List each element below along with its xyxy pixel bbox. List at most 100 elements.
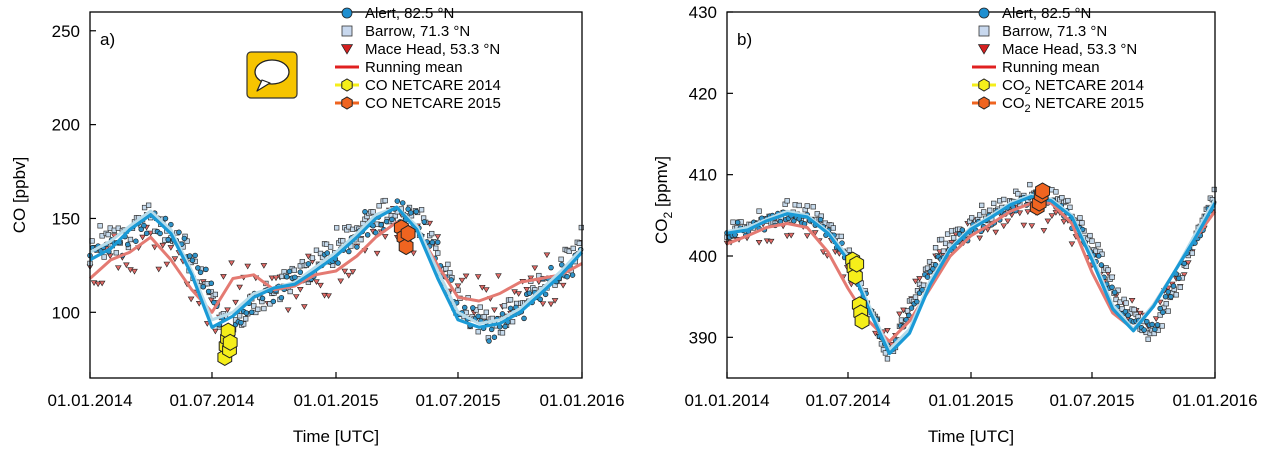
- data-point: [405, 206, 411, 212]
- data-point: [195, 265, 201, 271]
- legend-marker: [341, 7, 353, 19]
- data-point: [1065, 197, 1071, 204]
- data-point: [531, 265, 539, 272]
- data-point: [734, 219, 741, 226]
- data-point: [1176, 275, 1182, 282]
- data-point: [455, 287, 461, 293]
- plot-area: [86, 197, 584, 366]
- data-point: [979, 202, 985, 209]
- data-point: [382, 197, 388, 204]
- data-point: [418, 207, 425, 213]
- data-point: [1113, 296, 1119, 303]
- legend-label: Barrow, 71.3 °N: [1002, 23, 1107, 40]
- data-point: [475, 329, 481, 335]
- data-point: [884, 327, 891, 334]
- data-point: [1053, 189, 1059, 195]
- data-point: [938, 236, 945, 243]
- legend-marker: [978, 7, 990, 19]
- data-point: [920, 282, 927, 288]
- data-point: [1024, 209, 1032, 216]
- data-point: [547, 301, 555, 308]
- data-point: [272, 275, 280, 282]
- data-point: [399, 200, 406, 206]
- data-point: [1020, 222, 1028, 229]
- data-point: [373, 250, 381, 257]
- data-point: [499, 311, 506, 317]
- data-point: [558, 256, 564, 262]
- legend-marker: [978, 25, 990, 37]
- data-point: [341, 268, 349, 275]
- data-point: [969, 215, 975, 221]
- data-point: [97, 223, 103, 229]
- data-point: [435, 250, 441, 256]
- data-point: [167, 245, 175, 251]
- data-point: [804, 203, 810, 209]
- data-point: [400, 224, 416, 243]
- data-point: [1145, 336, 1151, 342]
- series-line: [89, 205, 584, 326]
- data-point: [133, 238, 139, 244]
- data-point: [313, 247, 320, 253]
- data-point: [251, 303, 257, 309]
- data-point: [884, 356, 891, 362]
- data-point: [429, 230, 435, 237]
- data-point: [168, 221, 174, 228]
- data-point: [507, 305, 514, 312]
- x-tick-label: 01.07.2014: [805, 391, 890, 410]
- data-point: [433, 245, 439, 251]
- x-tick-label: 01.07.2014: [169, 391, 254, 410]
- data-point: [189, 257, 196, 264]
- data-point: [155, 266, 163, 273]
- data-point: [255, 306, 261, 312]
- data-point: [297, 269, 304, 275]
- data-point: [551, 298, 559, 304]
- data-point: [932, 262, 939, 268]
- data-point: [270, 298, 277, 305]
- data-point: [383, 218, 390, 225]
- data-point: [325, 293, 332, 299]
- legend-marker: [978, 78, 990, 92]
- data-point: [903, 316, 909, 323]
- data-point: [159, 242, 167, 249]
- data-point: [908, 305, 915, 311]
- data-point: [232, 299, 239, 306]
- legend-marker: [341, 78, 353, 92]
- data-point: [872, 330, 879, 337]
- data-point: [461, 304, 468, 311]
- data-point: [1181, 260, 1187, 267]
- data-point: [1105, 267, 1111, 273]
- data-point: [1035, 182, 1050, 200]
- data-point: [830, 225, 836, 231]
- data-point: [932, 245, 939, 251]
- y-tick-label: 400: [689, 247, 717, 266]
- data-point: [236, 284, 243, 291]
- data-point: [1157, 305, 1163, 312]
- x-tick-label: 01.07.2015: [1049, 391, 1134, 410]
- x-axis-label: Time [UTC]: [928, 427, 1014, 446]
- data-point: [394, 198, 401, 204]
- y-axis-label: CO [ppbv]: [10, 157, 29, 234]
- data-point: [123, 262, 130, 269]
- data-point: [1180, 272, 1188, 279]
- data-point: [491, 334, 498, 340]
- data-point: [105, 231, 111, 238]
- data-point: [477, 304, 483, 310]
- data-point: [192, 252, 198, 259]
- data-point: [340, 238, 346, 244]
- data-point: [1079, 220, 1085, 226]
- data-point: [429, 239, 436, 246]
- data-point: [1156, 299, 1164, 306]
- data-point: [542, 291, 549, 298]
- data-point: [502, 323, 508, 330]
- data-point: [458, 277, 466, 284]
- data-point: [208, 280, 215, 287]
- data-point: [916, 276, 923, 282]
- data-point: [950, 235, 957, 241]
- chart-panel-b: b) Time [UTC] CO2 [ppmv] 390 400 410 420 430…: [652, 3, 1258, 446]
- data-point: [483, 309, 489, 315]
- data-point: [1149, 321, 1155, 328]
- data-point: [564, 273, 570, 280]
- data-point: [849, 255, 865, 273]
- data-point: [243, 310, 250, 316]
